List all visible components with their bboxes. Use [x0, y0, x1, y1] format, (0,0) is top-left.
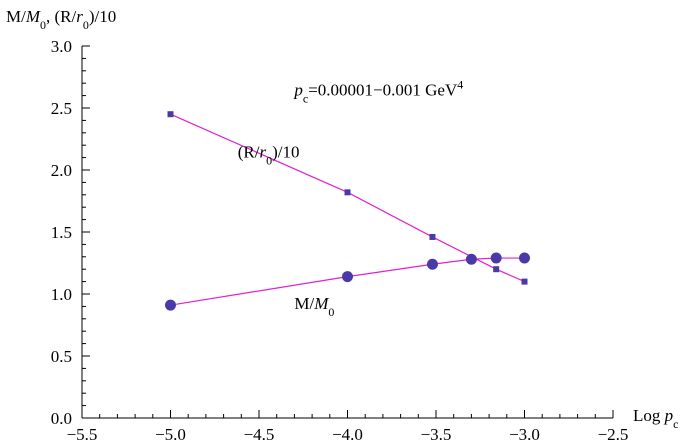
data-point: [519, 252, 530, 264]
y-axis-title: M/M0, (R/r0)/10: [6, 7, 116, 32]
x-tick-label: −4.0: [332, 425, 363, 444]
y-tick-label: 2.0: [51, 161, 72, 180]
data-point: [429, 233, 436, 240]
data-point: [165, 299, 176, 311]
annotation-range: pc=0.00001−0.001 GeV4: [293, 78, 463, 106]
series-radius: [167, 111, 528, 285]
y-tick-label: 1.0: [51, 285, 72, 304]
y-tick-label: 3.0: [51, 37, 72, 56]
x-tick-label: −2.5: [598, 425, 629, 444]
x-axis-title: Log pc: [633, 406, 678, 431]
data-point: [342, 271, 353, 283]
series-layer: [165, 111, 530, 311]
data-point: [426, 258, 438, 270]
annotation-r-label: (R/r0)/10: [238, 143, 300, 168]
data-point: [493, 266, 500, 273]
axes: −5.5 −5.0 −4.5 −4.0 −3.5 −3.0 −2.5 0.0 0.5 1.0 1.5…: [6, 7, 678, 444]
y-tick-label: 0.0: [51, 409, 72, 428]
y-tick-label: 0.5: [51, 347, 72, 366]
x-tick-label: −5.5: [67, 425, 98, 444]
annotation-m-label: M/M0: [294, 294, 334, 319]
x-tick-label: −3.0: [509, 425, 540, 444]
data-point: [521, 278, 528, 285]
data-point: [344, 189, 351, 196]
x-tick-label: −5.0: [155, 425, 186, 444]
labels-layer: pc=0.00001−0.001 GeV4 (R/r0)/10 M/M0: [238, 78, 463, 319]
data-point: [490, 252, 502, 264]
y-tick-label: 1.5: [51, 223, 72, 242]
data-point: [167, 111, 174, 118]
x-tick-label: −3.5: [421, 425, 452, 444]
y-tick-label: 2.5: [51, 99, 72, 118]
data-point: [465, 253, 477, 265]
series-mass: [165, 252, 530, 311]
x-tick-label: −4.5: [244, 425, 275, 444]
